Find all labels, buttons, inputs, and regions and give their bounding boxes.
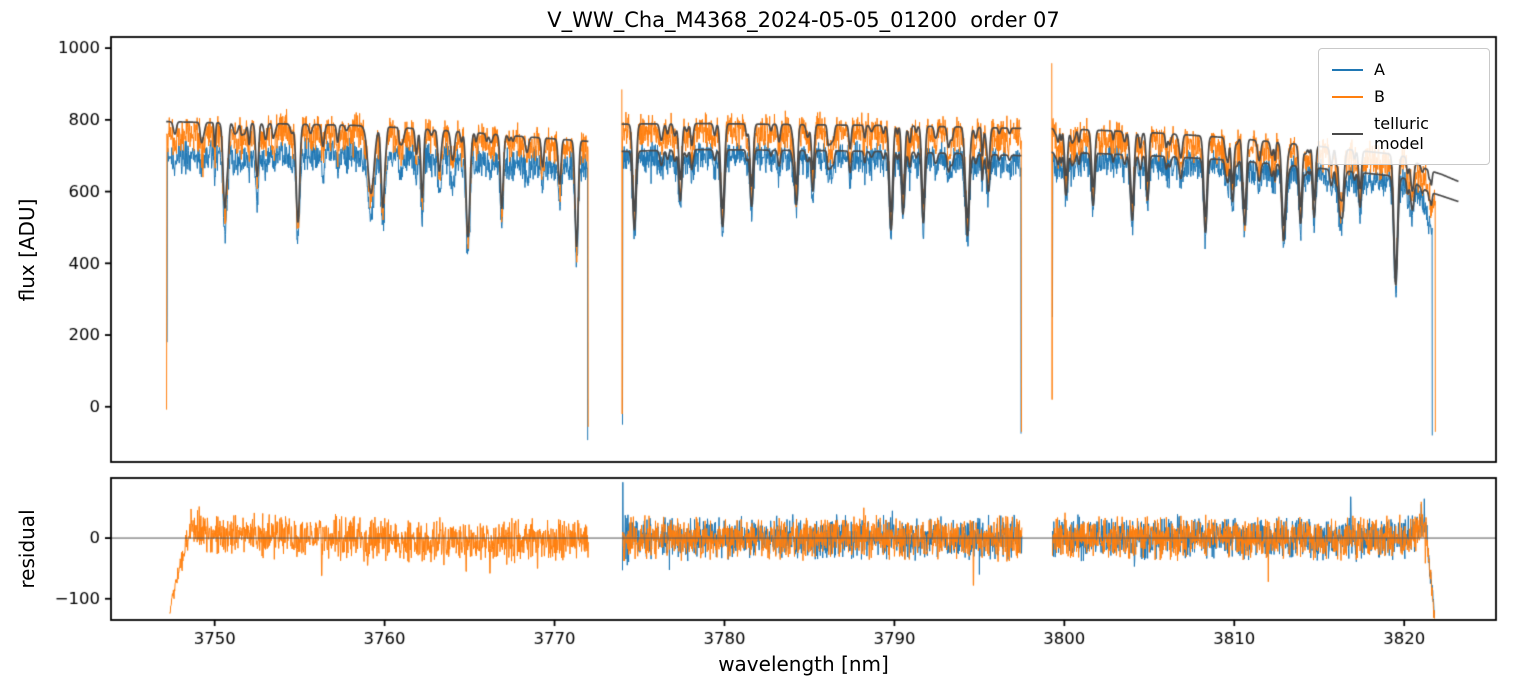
legend-line-a-icon [1332,68,1363,71]
chart-title: V_WW_Cha_M4368_2024-05-05_01200 order 07 [547,8,1060,32]
x-axis-label: wavelength [nm] [718,652,889,676]
legend-line-b-icon [1332,95,1363,98]
legend-item-a: A [1319,56,1489,83]
legend: A B telluric model [1318,48,1490,165]
legend-label-telluric-model: telluric model [1374,114,1429,153]
y-axis-label-flux: flux [ADU] [15,198,39,302]
legend-label-a: A [1374,60,1385,79]
legend-line-telluric-model-icon [1332,132,1363,135]
y-axis-label-residual: residual [15,509,39,589]
legend-item-telluric-model: telluric model [1319,110,1489,156]
legend-item-b: B [1319,83,1489,110]
legend-label-b: B [1374,87,1385,107]
